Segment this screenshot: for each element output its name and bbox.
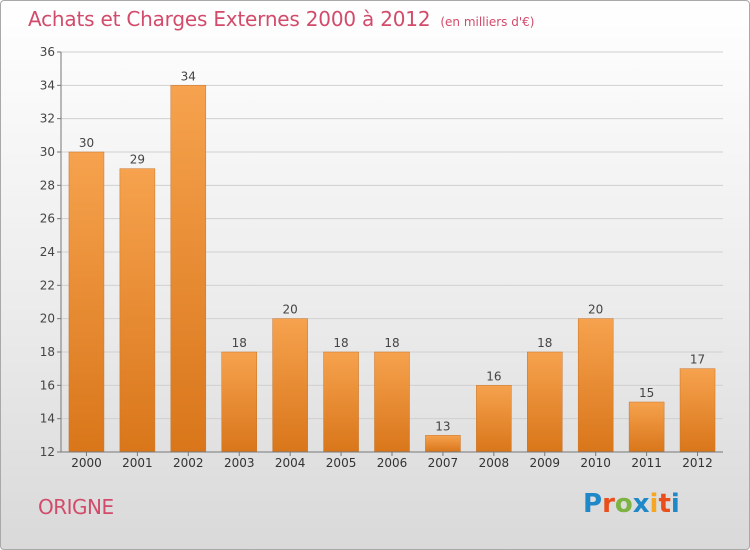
- x-tick-label: 2001: [122, 456, 153, 470]
- logo-letter: o: [614, 489, 633, 519]
- x-tick-label: 2007: [428, 456, 459, 470]
- y-tick-label: 26: [40, 212, 55, 226]
- data-label: 18: [333, 336, 348, 350]
- x-tick-label: 2004: [275, 456, 306, 470]
- x-tick-label: 2009: [529, 456, 560, 470]
- bar: [425, 435, 461, 453]
- data-label: 34: [181, 69, 196, 83]
- data-label: 29: [130, 153, 145, 167]
- axes: [57, 51, 723, 456]
- data-label: 16: [486, 369, 501, 383]
- data-labels: 30 29 34 18 20 18 18 13 16 18 20 15 17: [79, 69, 705, 433]
- data-label: 18: [232, 336, 247, 350]
- y-tick-label: 22: [40, 278, 55, 292]
- y-tick-label: 36: [40, 45, 55, 59]
- y-tick-label: 14: [40, 412, 55, 426]
- bar: [68, 151, 105, 453]
- bar: [577, 318, 614, 453]
- logo-letter: x: [632, 489, 650, 519]
- x-tick-label: 2002: [173, 456, 204, 470]
- y-tick-label: 24: [40, 245, 55, 259]
- bar: [476, 385, 512, 453]
- chart-title-block: Achats et Charges Externes 2000 à 2012 (e…: [28, 7, 534, 31]
- x-tick-label: 2011: [631, 456, 662, 470]
- y-tick-label: 16: [40, 378, 55, 392]
- data-label: 15: [639, 386, 654, 400]
- x-tick-label: 2000: [71, 456, 102, 470]
- bar: [221, 351, 257, 453]
- y-tick-labels: 12 14 16 18 20 22 24 26 28 30 32 34 36: [40, 45, 55, 459]
- bar: [323, 351, 359, 453]
- logo-letter: i: [649, 489, 659, 519]
- y-tick-label: 32: [40, 112, 55, 126]
- logo-letter: r: [602, 489, 615, 519]
- bar: [119, 168, 156, 453]
- bar: [374, 351, 410, 453]
- bars: [68, 85, 716, 453]
- data-label: 20: [588, 303, 603, 317]
- data-label: 30: [79, 136, 94, 150]
- x-tick-label: 2010: [580, 456, 611, 470]
- bar: [272, 318, 308, 453]
- x-tick-label: 2008: [479, 456, 510, 470]
- data-label: 18: [537, 336, 552, 350]
- logo-letter: P: [583, 489, 603, 519]
- logo-letter: i: [670, 489, 680, 519]
- x-tick-labels: 2000 2001 2002 2003 2004 2005 2006 2007 2008 2009…: [71, 456, 713, 470]
- data-label: 17: [690, 353, 705, 367]
- bar: [527, 351, 563, 453]
- y-tick-label: 30: [40, 145, 55, 159]
- bar: [628, 401, 665, 453]
- y-tick-label: 34: [40, 78, 55, 92]
- data-label: 13: [435, 419, 450, 433]
- logo-letter: t: [658, 489, 671, 519]
- proxiti-logo: Proxiti: [583, 489, 680, 519]
- y-tick-label: 28: [40, 178, 55, 192]
- bar: [679, 368, 716, 453]
- x-tick-label: 2003: [224, 456, 255, 470]
- place-name: ORIGNE: [38, 495, 114, 519]
- chart-subtitle: (en milliers d'€): [440, 15, 535, 29]
- y-tick-label: 18: [40, 345, 55, 359]
- x-tick-label: 2005: [326, 456, 357, 470]
- y-tick-label: 12: [40, 445, 55, 459]
- data-label: 20: [283, 303, 298, 317]
- chart-title: Achats et Charges Externes 2000 à 2012: [28, 7, 431, 31]
- y-tick-label: 20: [40, 312, 55, 326]
- x-tick-label: 2012: [682, 456, 713, 470]
- bar: [170, 85, 207, 453]
- x-tick-label: 2006: [377, 456, 408, 470]
- data-label: 18: [384, 336, 399, 350]
